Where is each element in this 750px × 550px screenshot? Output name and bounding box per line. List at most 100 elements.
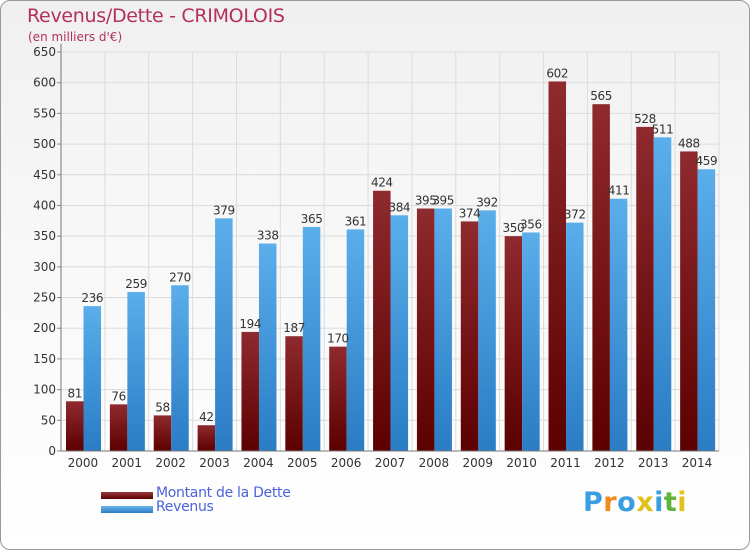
x-tick-label: 2005 (287, 456, 318, 470)
x-tick-label: 2013 (638, 456, 669, 470)
data-label: 372 (564, 208, 586, 222)
data-label: 76 (111, 389, 125, 403)
data-label: 374 (459, 206, 481, 220)
bar-revenus (127, 292, 145, 451)
data-label: 424 (371, 176, 393, 190)
data-label: 395 (415, 194, 437, 208)
x-tick-label: 2009 (462, 456, 493, 470)
data-label: 365 (301, 212, 323, 226)
bar-dette (285, 336, 303, 451)
data-label: 356 (520, 217, 542, 231)
y-tick-label: 150 (33, 352, 56, 366)
bar-revenus (566, 222, 584, 451)
data-label: 187 (283, 321, 305, 335)
logo-letter: P (583, 487, 604, 518)
bar-revenus (302, 226, 321, 451)
proxiti-logo: Proxiti (583, 487, 687, 518)
chart-subtitle: (en milliers d'€) (28, 30, 123, 44)
bar-revenus (346, 229, 365, 451)
data-label: 42 (199, 410, 213, 424)
y-tick-label: 450 (33, 168, 56, 182)
x-tick-label: 2012 (594, 456, 625, 470)
data-label: 488 (678, 136, 700, 150)
data-label: 384 (388, 200, 410, 214)
bar-dette (373, 190, 391, 451)
y-tick-label: 200 (33, 321, 56, 335)
legend-swatch-revenus (101, 506, 153, 513)
data-label: 411 (608, 184, 630, 198)
x-tick-label: 2001 (112, 456, 143, 470)
bar-revenus (478, 210, 496, 451)
bar-dette (329, 346, 347, 451)
x-tick-label: 2000 (68, 456, 99, 470)
bar-dette (680, 151, 698, 452)
bar-revenus (522, 232, 540, 451)
chart-title: Revenus/Dette - CRIMOLOIS (27, 5, 285, 27)
bar-dette (416, 208, 435, 451)
y-tick-label: 600 (33, 76, 56, 90)
bar-revenus (653, 137, 672, 451)
bar-revenus (434, 208, 452, 451)
bar-revenus (390, 215, 409, 451)
data-label: 270 (169, 270, 191, 284)
y-tick-label: 550 (33, 106, 56, 120)
data-label: 58 (155, 400, 169, 414)
data-label: 459 (696, 154, 718, 168)
value-labels: 81 76 58 42 194 187 170 424 395 374 350 602 565 528 48… (68, 66, 718, 424)
data-label: 565 (590, 89, 612, 103)
bar-dette (636, 126, 654, 452)
y-tick-label: 50 (41, 413, 56, 427)
data-label: 170 (327, 332, 349, 346)
x-tick-label: 2008 (419, 456, 450, 470)
x-tick-label: 2002 (155, 456, 186, 470)
y-tick-label: 300 (33, 260, 56, 274)
data-label: 511 (652, 122, 674, 136)
bar-revenus (215, 218, 233, 451)
data-label: 392 (476, 195, 498, 209)
legend-label-revenus: Revenus (156, 499, 214, 515)
bar-dette (109, 404, 128, 451)
y-tick-label: 350 (33, 229, 56, 243)
data-label: 81 (68, 386, 82, 400)
y-tick-label: 500 (33, 137, 56, 151)
data-label: 236 (81, 291, 103, 305)
x-tick-label: 2011 (550, 456, 581, 470)
y-tick-label: 0 (48, 444, 56, 458)
logo-letter: x (636, 487, 655, 518)
data-label: 395 (432, 194, 454, 208)
bar-dette (460, 221, 479, 451)
legend-label-dette: Montant de la Dette (156, 485, 291, 501)
data-label: 194 (239, 317, 261, 331)
y-tick-label: 250 (33, 291, 56, 305)
bar-revenus (258, 243, 277, 451)
x-tick-label: 2010 (506, 456, 537, 470)
x-tick-label: 2007 (375, 456, 406, 470)
axes: 0 50 100 150 200 250 300 350 400 450 500 550 600 650 2… (33, 44, 719, 470)
bar-dette (241, 331, 259, 451)
data-label: 602 (546, 66, 568, 80)
x-tick-label: 2006 (331, 456, 362, 470)
logo-letter: i (654, 487, 664, 518)
bar-dette (66, 401, 84, 451)
y-tick-label: 100 (33, 383, 56, 397)
y-tick-label: 400 (33, 198, 56, 212)
bar-dette (592, 104, 610, 451)
bar-dette (153, 415, 172, 451)
legend-swatch-dette (101, 492, 153, 499)
logo-letter: t (663, 487, 678, 518)
bar-dette (504, 236, 523, 451)
logo-letter: i (677, 487, 688, 518)
bar-revenus (171, 285, 189, 451)
bar-revenus (609, 198, 628, 451)
bar-revenus (83, 306, 101, 451)
bars (66, 81, 716, 452)
x-tick-label: 2003 (199, 456, 230, 470)
data-label: 361 (345, 214, 367, 228)
y-tick-label: 650 (33, 45, 56, 59)
logo-letter: o (617, 487, 637, 518)
bar-revenus (697, 169, 716, 451)
bar-dette (548, 81, 567, 452)
data-label: 528 (634, 112, 656, 126)
